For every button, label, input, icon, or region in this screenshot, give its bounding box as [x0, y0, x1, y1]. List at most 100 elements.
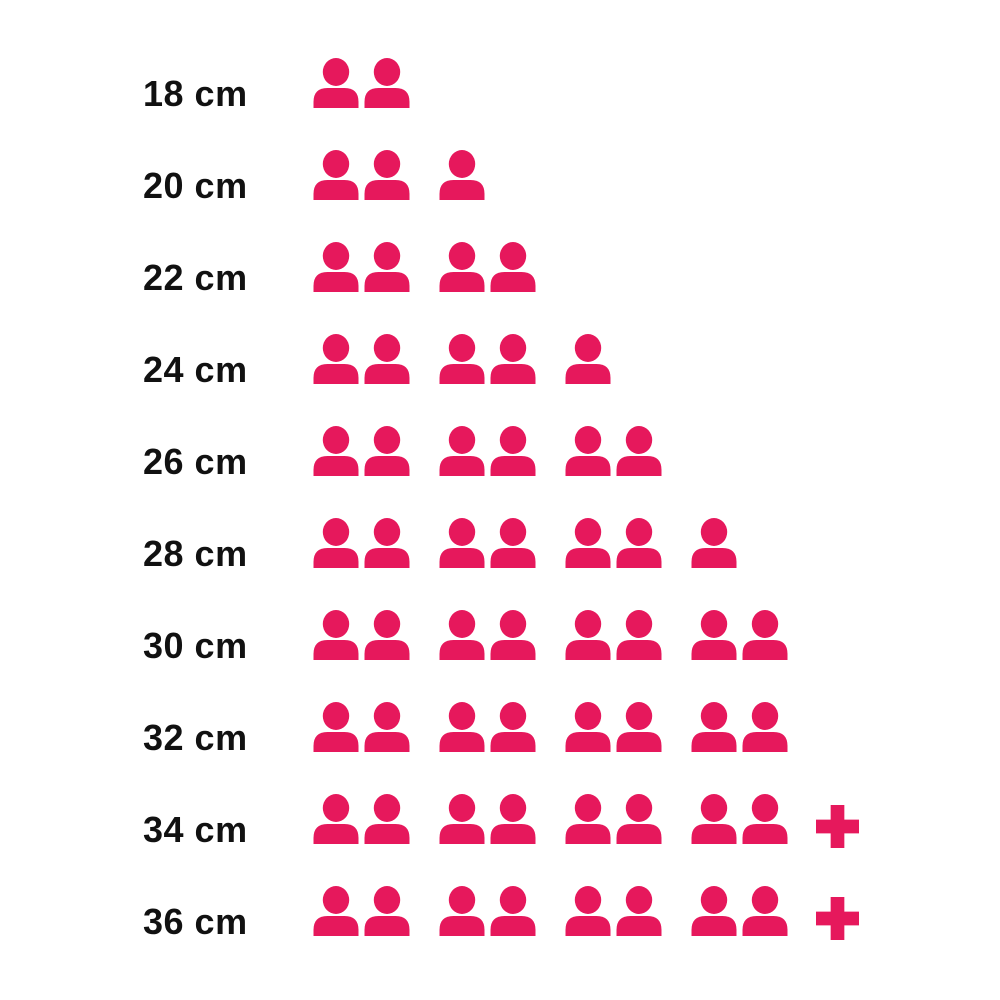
person-icon [439, 334, 485, 384]
icon-pair [690, 610, 789, 660]
icon-pair [312, 886, 411, 936]
icon-pair [312, 610, 411, 660]
person-icon [364, 518, 410, 568]
icon-array [312, 58, 411, 108]
icon-pair [312, 242, 411, 292]
person-icon [313, 610, 359, 660]
icon-pair [564, 334, 612, 384]
person-icon [490, 242, 536, 292]
person-icon [439, 794, 485, 844]
icon-pair [564, 794, 663, 844]
icon-pair [312, 334, 411, 384]
person-icon [364, 242, 410, 292]
icon-array [312, 518, 738, 568]
person-icon [364, 334, 410, 384]
person-icon [565, 426, 611, 476]
person-icon [616, 886, 662, 936]
person-icon [490, 610, 536, 660]
icon-pair [312, 794, 411, 844]
person-icon [364, 886, 410, 936]
icon-pair [438, 426, 537, 476]
icon-pair [312, 518, 411, 568]
icon-pair [312, 150, 411, 200]
icon-array [312, 150, 486, 200]
person-icon [364, 702, 410, 752]
person-icon [742, 702, 788, 752]
pictogram-row: 24 cm [0, 313, 1000, 405]
person-icon [490, 426, 536, 476]
person-icon [313, 150, 359, 200]
icon-array [312, 610, 789, 660]
icon-pair [312, 58, 411, 108]
person-icon [439, 610, 485, 660]
plus-icon [816, 896, 859, 940]
person-icon [490, 702, 536, 752]
person-icon [490, 886, 536, 936]
person-icon [439, 242, 485, 292]
person-icon [616, 610, 662, 660]
plus-icon [816, 804, 859, 848]
person-icon [616, 794, 662, 844]
pictogram-row: 32 cm [0, 681, 1000, 773]
person-icon [364, 794, 410, 844]
icon-pair [438, 334, 537, 384]
pictogram-row: 28 cm [0, 497, 1000, 589]
overflow-group [816, 798, 859, 848]
overflow-group [816, 890, 859, 940]
person-icon [565, 518, 611, 568]
person-icon [565, 794, 611, 844]
person-icon [565, 702, 611, 752]
person-icon [364, 58, 410, 108]
icon-pair [438, 794, 537, 844]
pictogram-row: 30 cm [0, 589, 1000, 681]
icon-pair [564, 518, 663, 568]
category-label: 20 cm [143, 165, 248, 206]
person-icon [490, 794, 536, 844]
person-icon [616, 426, 662, 476]
person-icon [565, 334, 611, 384]
category-label: 30 cm [143, 625, 248, 666]
icon-pair [564, 886, 663, 936]
category-label: 22 cm [143, 257, 248, 298]
person-icon [313, 426, 359, 476]
person-icon [742, 610, 788, 660]
person-icon [565, 610, 611, 660]
category-label: 28 cm [143, 533, 248, 574]
pictogram-row: 26 cm [0, 405, 1000, 497]
icon-array [312, 334, 612, 384]
icon-array [312, 794, 859, 848]
person-icon [313, 58, 359, 108]
person-icon [364, 150, 410, 200]
person-icon [313, 794, 359, 844]
pictogram-row: 20 cm [0, 129, 1000, 221]
person-icon [439, 150, 485, 200]
category-label: 32 cm [143, 717, 248, 758]
person-icon [490, 334, 536, 384]
icon-pair [690, 702, 789, 752]
icon-pair [438, 610, 537, 660]
category-label: 36 cm [143, 901, 248, 942]
icon-array [312, 702, 789, 752]
category-label: 26 cm [143, 441, 248, 482]
pictogram-row: 36 cm [0, 865, 1000, 957]
icon-array [312, 242, 537, 292]
category-label: 34 cm [143, 809, 248, 850]
category-label: 24 cm [143, 349, 248, 390]
icon-pair [690, 886, 789, 936]
person-icon [313, 334, 359, 384]
pictogram-row: 34 cm [0, 773, 1000, 865]
icon-pair [564, 610, 663, 660]
icon-pair [312, 426, 411, 476]
person-icon [313, 702, 359, 752]
icon-pair [438, 150, 486, 200]
person-icon [742, 794, 788, 844]
icon-pair [564, 702, 663, 752]
person-icon [313, 242, 359, 292]
person-icon [616, 518, 662, 568]
person-icon [313, 518, 359, 568]
person-icon [565, 886, 611, 936]
person-icon [313, 886, 359, 936]
icon-pair [690, 518, 738, 568]
pictogram-chart: 18 cm 20 cm 22 cm 24 cm 26 cm 28 cm 30 cm 32 cm… [0, 58, 1000, 957]
person-icon [364, 426, 410, 476]
